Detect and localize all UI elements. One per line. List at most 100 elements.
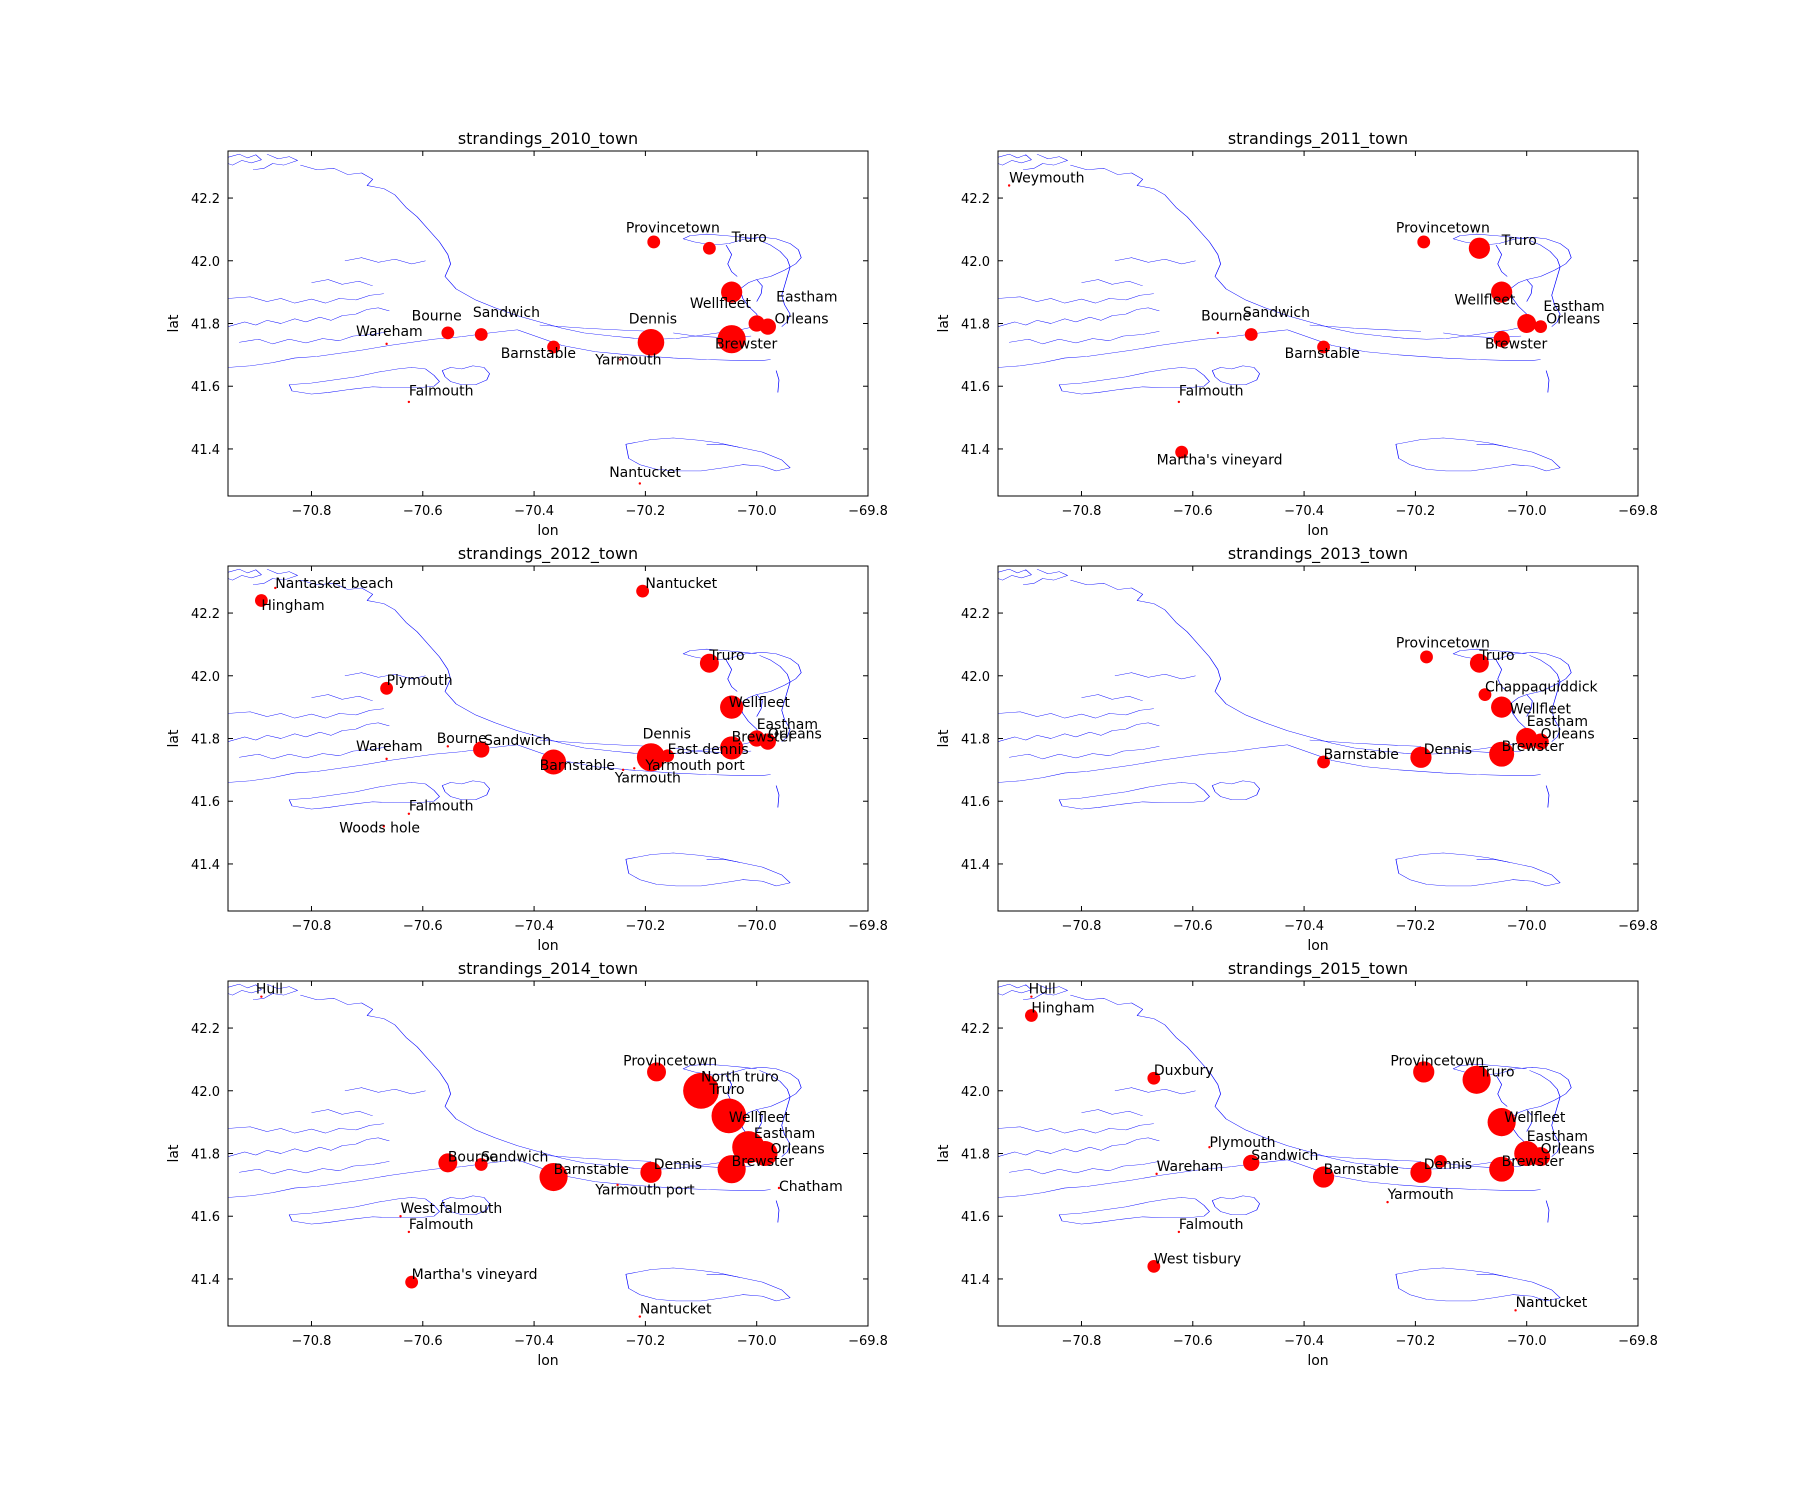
y-tick-label: 42.0 (191, 1085, 220, 1100)
stranding-marker (1434, 1154, 1447, 1168)
x-tick-label: −70.2 (625, 1334, 665, 1349)
y-tick-label: 41.4 (961, 1273, 990, 1288)
town-label: Hingham (261, 598, 324, 614)
y-axis-label: lat (166, 314, 182, 332)
x-tick-label: −70.4 (1284, 919, 1324, 934)
stranding-marker (1208, 1146, 1211, 1149)
map-panel-3: Nantasket beach Hingham Nantucket Truro Plym… (166, 544, 888, 954)
stranding-marker (717, 325, 746, 354)
stranding-marker (1030, 995, 1033, 998)
town-label: Eastham (1543, 299, 1604, 315)
town-label: Martha's vineyard (1157, 453, 1283, 469)
town-label: Provincetown (1390, 1054, 1484, 1070)
stranding-marker (720, 695, 744, 719)
coastline (228, 568, 802, 887)
town-label: Barnstable (501, 346, 576, 362)
x-tick-label: −70.6 (1173, 504, 1213, 519)
stranding-marker (647, 235, 661, 249)
x-tick-label: −70.2 (1395, 1334, 1435, 1349)
stranding-marker (702, 241, 716, 255)
x-tick-label: −69.8 (848, 1334, 888, 1349)
y-tick-label: 42.2 (191, 1022, 220, 1037)
town-label: Provincetown (1396, 636, 1490, 652)
x-tick-label: −70.2 (625, 919, 665, 934)
town-label: Falmouth (1179, 384, 1244, 400)
x-tick-label: −70.0 (1507, 1334, 1547, 1349)
town-label: North truro (701, 1069, 779, 1085)
stranding-marker (1177, 400, 1181, 404)
x-tick-label: −69.8 (1618, 504, 1658, 519)
stranding-marker (541, 749, 567, 775)
panel-title: strandings_2010_town (458, 129, 638, 149)
stranding-marker (1491, 281, 1513, 303)
stranding-marker (683, 1072, 719, 1109)
stranding-marker (1489, 741, 1515, 767)
town-label: Bourne (412, 308, 462, 324)
town-label: Chatham (779, 1179, 843, 1195)
x-tick-label: −70.2 (1395, 919, 1435, 934)
stranding-marker (407, 812, 411, 815)
x-tick-label: −69.8 (1618, 1334, 1658, 1349)
x-tick-label: −70.8 (1062, 504, 1102, 519)
town-label: Provincetown (623, 1054, 717, 1070)
town-label: Orleans (1541, 1142, 1595, 1158)
stranding-marker (1417, 235, 1431, 249)
map-panel-1: Provincetown Truro Wellfleet Eastham Orleans… (166, 129, 888, 539)
stranding-marker (636, 584, 650, 598)
x-tick-label: −70.4 (514, 1334, 554, 1349)
stranding-marker (777, 1186, 781, 1190)
x-tick-label: −70.0 (737, 919, 777, 934)
stranding-marker (1487, 1108, 1516, 1137)
stranding-marker (699, 653, 719, 673)
y-tick-label: 41.8 (191, 318, 220, 333)
town-label: Yarmouth (614, 770, 681, 786)
markers (1317, 650, 1549, 769)
x-tick-label: −70.6 (1173, 1334, 1213, 1349)
town-label: Brewster (1502, 1154, 1565, 1170)
town-label: West tisbury (1154, 1251, 1241, 1267)
town-label: Falmouth (409, 384, 474, 400)
y-tick-label: 42.2 (191, 607, 220, 622)
stranding-marker (1317, 340, 1330, 354)
town-label: Wareham (356, 324, 423, 340)
town-label: Nantucket (640, 1301, 712, 1317)
town-label: Bourne (1201, 308, 1251, 324)
town-label: Truro (1478, 1065, 1514, 1081)
x-tick-label: −69.8 (848, 919, 888, 934)
markers (385, 235, 776, 485)
coastline (998, 983, 1572, 1302)
y-tick-label: 41.8 (961, 318, 990, 333)
stranding-marker (616, 1183, 619, 1187)
stranding-marker (405, 1275, 419, 1289)
stranding-marker (539, 1162, 568, 1192)
x-tick-label: −70.0 (737, 1334, 777, 1349)
y-tick-label: 41.6 (191, 380, 220, 395)
town-label: Eastham (1527, 714, 1588, 730)
stranding-marker (382, 825, 386, 828)
stranding-marker (721, 281, 743, 303)
town-label: Yarmouth (1387, 1187, 1454, 1203)
stranding-marker (407, 1230, 411, 1234)
stranding-marker (1175, 445, 1189, 459)
x-axis-label: lon (1307, 1353, 1328, 1369)
y-tick-label: 41.4 (191, 858, 220, 873)
y-tick-label: 41.6 (961, 380, 990, 395)
town-label: Woods hole (339, 821, 420, 837)
town-label: Barnstable (554, 1162, 629, 1178)
y-tick-label: 42.0 (961, 670, 990, 685)
stranding-marker (759, 733, 776, 750)
panel-title: strandings_2014_town (458, 959, 638, 979)
stranding-marker (1410, 1161, 1432, 1183)
town-label: West falmouth (401, 1201, 503, 1217)
x-tick-label: −70.2 (1395, 504, 1435, 519)
stranding-marker (399, 1215, 402, 1218)
town-label: Bourne (437, 731, 487, 747)
town-label: Eastham (1527, 1129, 1588, 1145)
stranding-marker (720, 736, 744, 760)
panel-title: strandings_2012_town (458, 544, 638, 564)
stranding-marker (1317, 755, 1330, 769)
stranding-marker (1478, 688, 1492, 701)
x-axis-label: lon (537, 523, 558, 539)
